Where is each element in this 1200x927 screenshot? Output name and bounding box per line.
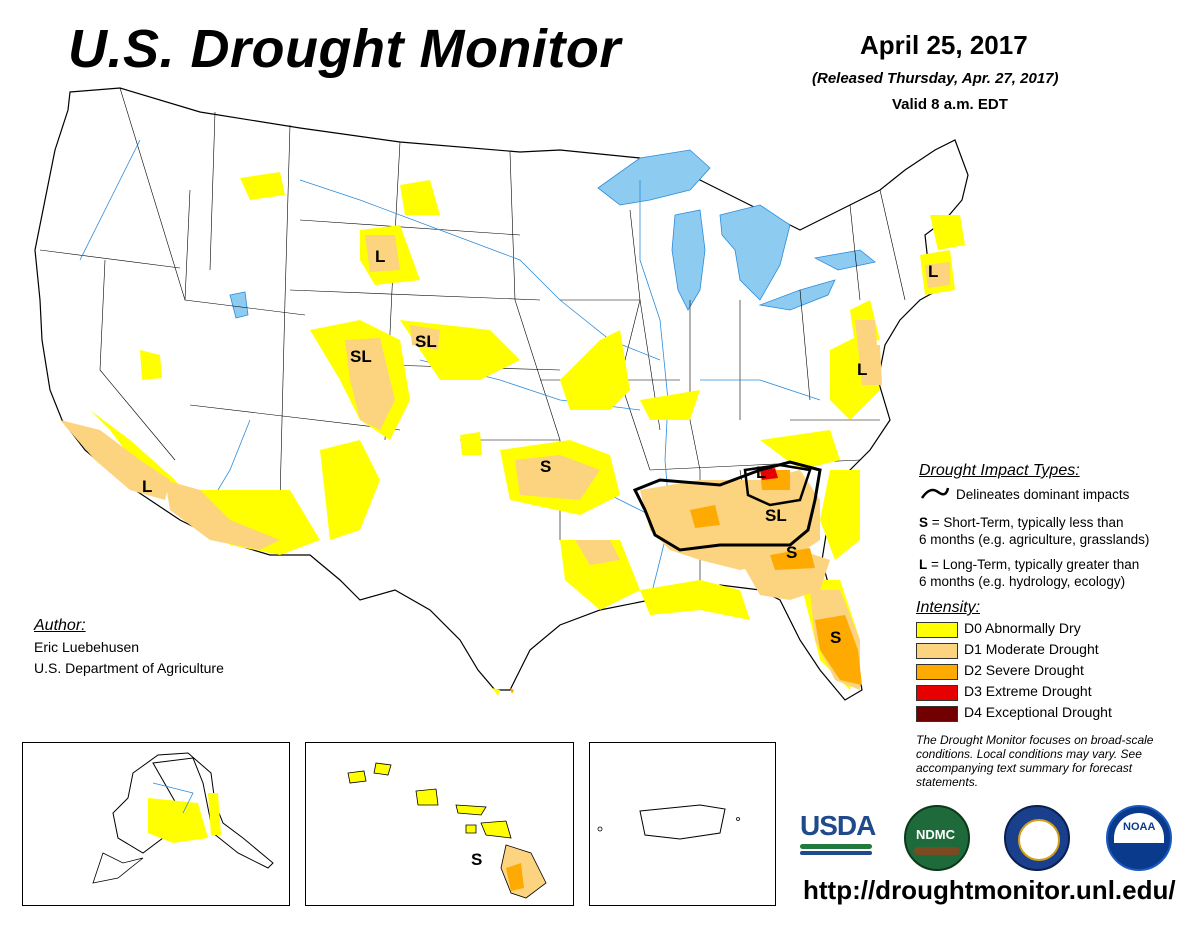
long-term-text: = Long-Term, typically greater than	[927, 557, 1140, 572]
long-term-legend: L = Long-Term, typically greater than 6 …	[919, 556, 1139, 590]
d2-areas	[510, 470, 862, 694]
usda-logo-text: USDA	[800, 810, 876, 841]
alaska-inset	[22, 742, 290, 906]
map-title: U.S. Drought Monitor	[68, 19, 621, 79]
impact-label: L	[142, 477, 152, 496]
noaa-logo-text: NOAA	[1123, 821, 1156, 833]
map-date: April 25, 2017	[860, 30, 1028, 60]
lake-erie	[758, 279, 836, 311]
hawaii-map: S	[347, 762, 547, 899]
alaska-map	[92, 752, 274, 884]
hawaii-inset: S	[305, 742, 574, 906]
author-name: Eric Luebehusen	[34, 639, 140, 655]
puerto-rico-inset	[589, 742, 776, 906]
lake-superior	[597, 149, 711, 206]
d3-swatch	[916, 685, 958, 701]
lake-ontario	[813, 249, 876, 271]
impact-label: L	[928, 262, 938, 281]
short-term-text-2: 6 months (e.g. agriculture, grasslands)	[919, 532, 1150, 547]
impact-label: L	[375, 247, 385, 266]
impact-label: S	[830, 628, 841, 647]
author-org: U.S. Department of Agriculture	[34, 660, 224, 676]
long-term-text-2: 6 months (e.g. hydrology, ecology)	[919, 574, 1126, 589]
d2-swatch	[916, 664, 958, 680]
puerto-rico-map	[597, 804, 740, 840]
intensity-legend: D0 Abnormally Dry D1 Moderate Drought D2…	[916, 620, 1176, 722]
d1-label: D1 Moderate Drought	[964, 641, 1099, 657]
lake-huron	[719, 204, 791, 301]
impact-label: SL	[350, 347, 372, 366]
d3-label: D3 Extreme Drought	[964, 683, 1092, 699]
impact-label: SL	[415, 332, 437, 351]
delineation-text: Delineates dominant impacts	[956, 487, 1130, 502]
short-term-text: = Short-Term, typically less than	[928, 515, 1124, 530]
impact-label: L	[756, 463, 766, 482]
d2-label: D2 Severe Drought	[964, 662, 1084, 678]
impact-label: SL	[765, 506, 787, 525]
valid-time: Valid 8 a.m. EDT	[892, 96, 1008, 113]
website-url[interactable]: http://droughtmonitor.unl.edu/	[803, 875, 1176, 905]
d0-swatch	[916, 622, 958, 638]
impact-label: S	[786, 543, 797, 562]
d3-areas	[760, 468, 778, 480]
noaa-logo: NOAA	[1106, 805, 1172, 871]
ndmc-logo: NDMC	[904, 805, 970, 871]
disclaimer-note: The Drought Monitor focuses on broad-sca…	[916, 733, 1154, 789]
great-salt-lake	[229, 291, 249, 319]
long-term-key: L	[919, 557, 928, 572]
d1-swatch	[916, 643, 958, 659]
impact-delineation-line	[632, 460, 822, 552]
d4-swatch	[916, 706, 958, 722]
d0-label: D0 Abnormally Dry	[964, 620, 1081, 636]
usda-logo: USDA	[800, 810, 876, 860]
impact-label: S	[540, 457, 551, 476]
lake-michigan	[671, 209, 706, 311]
impact-labels: L SL SL L S L L L SL S S	[142, 247, 938, 647]
impact-label: S	[471, 850, 482, 869]
impact-delineation-inner	[743, 463, 812, 507]
intensity-heading: Intensity:	[916, 599, 981, 616]
short-term-legend: S = Short-Term, typically less than 6 mo…	[919, 514, 1149, 548]
release-date: (Released Thursday, Apr. 27, 2017)	[812, 70, 1059, 87]
ndmc-logo-text: NDMC	[916, 827, 955, 842]
short-term-key: S	[919, 515, 929, 530]
impact-types-heading: Drought Impact Types:	[919, 462, 1080, 479]
delineation-icon	[920, 487, 950, 499]
commerce-seal	[1004, 805, 1070, 871]
impact-label: L	[857, 360, 867, 379]
d4-label: D4 Exceptional Drought	[964, 704, 1112, 720]
author-heading: Author:	[34, 617, 86, 634]
